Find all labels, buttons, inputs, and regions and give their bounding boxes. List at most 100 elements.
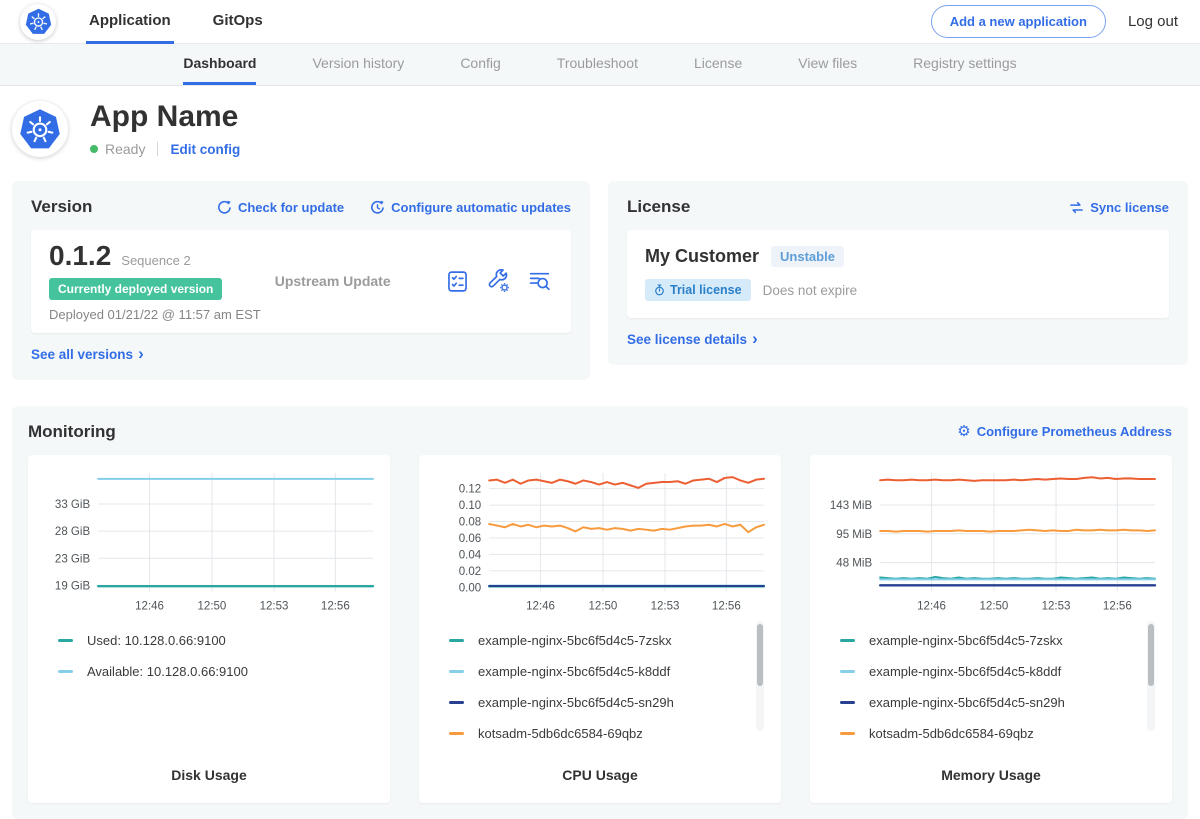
subnav-tab-dashboard[interactable]: Dashboard xyxy=(183,44,256,85)
svg-text:12:56: 12:56 xyxy=(321,600,350,612)
configure-prometheus-button[interactable]: ⚙ Configure Prometheus Address xyxy=(957,424,1172,439)
preflight-checklist-icon[interactable] xyxy=(445,268,471,294)
svg-text:0.00: 0.00 xyxy=(459,582,481,594)
svg-text:12:46: 12:46 xyxy=(135,600,164,612)
legend-item[interactable]: example-nginx-5bc6f5d4c5-7zskx xyxy=(840,633,1140,648)
clock-refresh-icon xyxy=(370,200,385,215)
cpu-usage-plot: 0.000.020.040.060.080.100.1212:4612:5012… xyxy=(427,465,773,617)
svg-text:12:46: 12:46 xyxy=(526,600,555,612)
legend-label: kotsadm-5db6dc6584-69qbz xyxy=(869,726,1034,741)
see-all-versions-link[interactable]: See all versions › xyxy=(31,346,144,363)
legend-scrollbar[interactable] xyxy=(756,621,764,731)
svg-text:12:50: 12:50 xyxy=(980,600,1009,612)
svg-text:19 GiB: 19 GiB xyxy=(55,580,91,592)
chart-card-cpu-usage: 0.000.020.040.060.080.100.1212:4612:5012… xyxy=(419,455,781,803)
legend-item[interactable]: kotsadm-5db6dc6584-69qbz xyxy=(840,726,1140,741)
legend-label: example-nginx-5bc6f5d4c5-sn29h xyxy=(869,695,1065,710)
chart-title: Memory Usage xyxy=(818,759,1164,803)
subnav-tab-config[interactable]: Config xyxy=(460,44,500,85)
sync-license-button[interactable]: Sync license xyxy=(1069,200,1169,215)
license-panel: My Customer Unstable Trial license Does … xyxy=(627,230,1169,318)
svg-text:12:50: 12:50 xyxy=(198,600,227,612)
subnav-tab-registry-settings[interactable]: Registry settings xyxy=(913,44,1016,85)
license-card-title: License xyxy=(627,197,690,217)
check-for-update-button[interactable]: Check for update xyxy=(217,200,344,215)
chart-card-memory-usage: 48 MiB95 MiB143 MiB12:4612:5012:5312:56e… xyxy=(810,455,1172,803)
kubernetes-logo-icon xyxy=(19,108,61,150)
sync-arrows-icon xyxy=(1069,200,1084,215)
subnav-tab-version-history[interactable]: Version history xyxy=(312,44,404,85)
kubernetes-logo[interactable] xyxy=(20,4,56,40)
tab-gitops[interactable]: GitOps xyxy=(210,0,266,44)
legend-item[interactable]: Available: 10.128.0.66:9100 xyxy=(58,664,358,679)
file-search-icon[interactable] xyxy=(527,268,553,294)
legend-dash xyxy=(449,732,464,735)
memory-usage-plot: 48 MiB95 MiB143 MiB12:4612:5012:5312:56 xyxy=(818,465,1164,617)
check-for-update-label: Check for update xyxy=(238,200,344,215)
legend-dash xyxy=(840,639,855,642)
chart-title: Disk Usage xyxy=(36,759,382,803)
legend-item[interactable]: kotsadm-5db6dc6584-69qbz xyxy=(449,726,749,741)
legend-label: example-nginx-5bc6f5d4c5-k8ddf xyxy=(478,664,670,679)
legend-scroll-thumb[interactable] xyxy=(1148,624,1154,686)
svg-text:12:56: 12:56 xyxy=(712,600,741,612)
svg-text:0.04: 0.04 xyxy=(459,549,482,561)
chart-card-disk-usage: 19 GiB23 GiB28 GiB33 GiB12:4612:5012:531… xyxy=(28,455,390,803)
deployed-version-badge: Currently deployed version xyxy=(49,278,222,300)
monitoring-card: Monitoring ⚙ Configure Prometheus Addres… xyxy=(12,406,1188,819)
channel-badge: Unstable xyxy=(771,246,844,267)
svg-text:48 MiB: 48 MiB xyxy=(836,557,872,569)
legend-item[interactable]: example-nginx-5bc6f5d4c5-sn29h xyxy=(449,695,749,710)
memory-usage-legend: example-nginx-5bc6f5d4c5-7zskx example-ng… xyxy=(818,617,1164,759)
version-card: Version Check for update Configure au xyxy=(12,181,590,380)
refresh-icon xyxy=(217,200,232,215)
legend-item[interactable]: example-nginx-5bc6f5d4c5-7zskx xyxy=(449,633,749,648)
legend-label: example-nginx-5bc6f5d4c5-7zskx xyxy=(478,633,672,648)
legend-dash xyxy=(58,670,73,673)
svg-text:0.10: 0.10 xyxy=(459,500,481,512)
sync-license-label: Sync license xyxy=(1090,200,1169,215)
svg-text:12:53: 12:53 xyxy=(1042,600,1071,612)
legend-scrollbar[interactable] xyxy=(1147,621,1155,731)
top-nav: Application GitOps Add a new application… xyxy=(0,0,1200,44)
disk-usage-plot: 19 GiB23 GiB28 GiB33 GiB12:4612:5012:531… xyxy=(36,465,382,617)
app-sub-nav: Dashboard Version history Config Troublesho… xyxy=(0,44,1200,86)
configure-automatic-updates-button[interactable]: Configure automatic updates xyxy=(370,200,571,215)
svg-text:143 MiB: 143 MiB xyxy=(830,500,873,512)
legend-item[interactable]: Used: 10.128.0.66:9100 xyxy=(58,633,358,648)
logout-link[interactable]: Log out xyxy=(1128,13,1178,30)
legend-dash xyxy=(449,701,464,704)
legend-scroll-thumb[interactable] xyxy=(757,624,763,686)
subnav-tab-license[interactable]: License xyxy=(694,44,742,85)
subnav-tab-view-files[interactable]: View files xyxy=(798,44,857,85)
edit-config-link[interactable]: Edit config xyxy=(170,142,240,157)
legend-label: Available: 10.128.0.66:9100 xyxy=(87,664,248,679)
see-license-details-link[interactable]: See license details › xyxy=(627,331,758,348)
legend-item[interactable]: example-nginx-5bc6f5d4c5-sn29h xyxy=(840,695,1140,710)
current-version-panel: 0.1.2 Sequence 2 Currently deployed vers… xyxy=(31,230,571,333)
monitoring-title: Monitoring xyxy=(28,422,116,442)
stopwatch-icon xyxy=(654,284,665,296)
see-license-details-label: See license details xyxy=(627,332,747,347)
app-header: App Name Ready Edit config xyxy=(0,86,1200,173)
customer-name: My Customer xyxy=(645,246,759,267)
summary-cards-row: Version Check for update Configure au xyxy=(0,173,1200,380)
tab-application[interactable]: Application xyxy=(86,0,174,44)
configure-prometheus-label: Configure Prometheus Address xyxy=(977,424,1172,439)
version-number: 0.1.2 xyxy=(49,241,111,272)
subnav-tab-troubleshoot[interactable]: Troubleshoot xyxy=(557,44,638,85)
legend-dash xyxy=(840,670,855,673)
legend-item[interactable]: example-nginx-5bc6f5d4c5-k8ddf xyxy=(840,664,1140,679)
main-nav-tabs: Application GitOps xyxy=(86,0,266,44)
legend-item[interactable]: example-nginx-5bc6f5d4c5-k8ddf xyxy=(449,664,749,679)
legend-label: kotsadm-5db6dc6584-69qbz xyxy=(478,726,643,741)
add-application-button[interactable]: Add a new application xyxy=(931,5,1106,38)
page-title: App Name xyxy=(90,100,240,134)
chevron-right-icon: › xyxy=(752,330,758,347)
version-sequence: Sequence 2 xyxy=(121,253,190,268)
version-card-title: Version xyxy=(31,197,92,217)
svg-text:12:53: 12:53 xyxy=(260,600,289,612)
legend-label: example-nginx-5bc6f5d4c5-k8ddf xyxy=(869,664,1061,679)
wrench-gear-icon[interactable] xyxy=(486,268,512,294)
svg-text:95 MiB: 95 MiB xyxy=(836,529,872,541)
